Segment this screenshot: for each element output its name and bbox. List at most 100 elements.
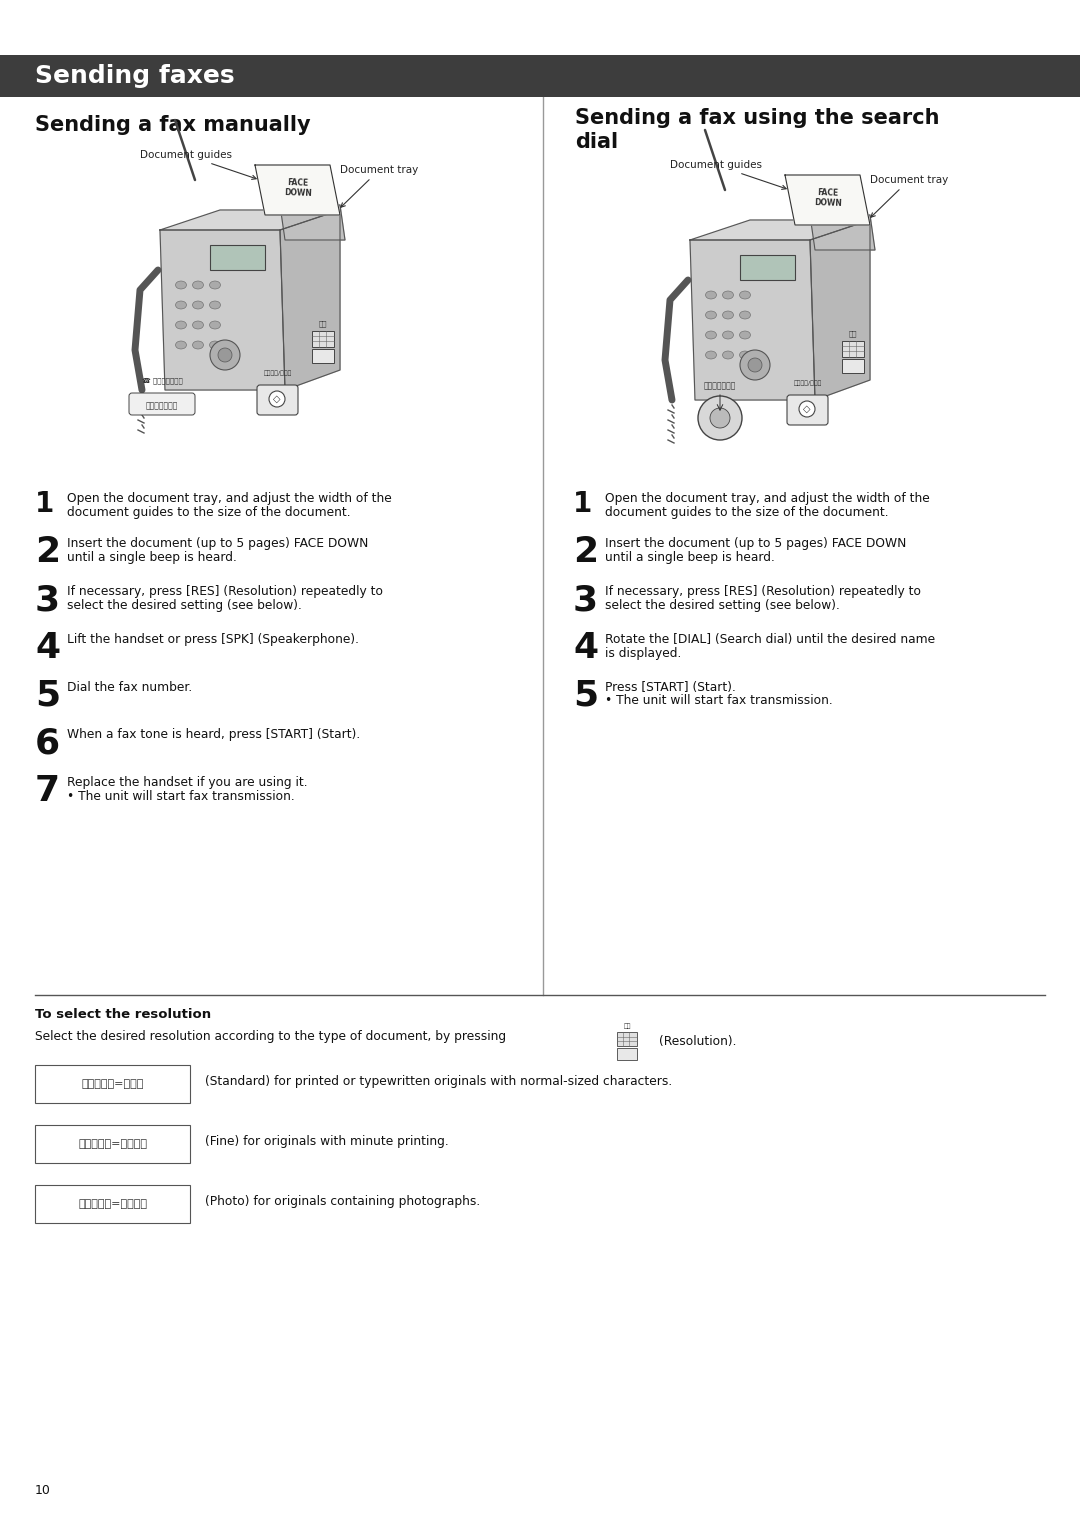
Ellipse shape xyxy=(740,290,751,299)
Text: (Resolution).: (Resolution). xyxy=(659,1036,737,1048)
Text: FACE
DOWN: FACE DOWN xyxy=(814,188,842,208)
Text: until a single beep is heard.: until a single beep is heard. xyxy=(67,552,237,564)
Text: 7: 7 xyxy=(35,775,60,808)
Ellipse shape xyxy=(210,321,220,329)
Ellipse shape xyxy=(740,332,751,339)
Text: (Photo) for originals containing photographs.: (Photo) for originals containing photogr… xyxy=(205,1195,481,1209)
Text: Sending a fax using the search: Sending a fax using the search xyxy=(575,108,940,128)
Text: Open the document tray, and adjust the width of the: Open the document tray, and adjust the w… xyxy=(67,492,392,504)
Polygon shape xyxy=(280,205,345,240)
Text: ☎ スピーカーホン: ☎ スピーカーホン xyxy=(141,377,183,384)
Bar xyxy=(312,348,334,364)
Bar xyxy=(842,359,864,373)
Bar xyxy=(740,255,795,280)
Text: Dial the fax number.: Dial the fax number. xyxy=(67,680,192,694)
Ellipse shape xyxy=(723,290,733,299)
Ellipse shape xyxy=(192,321,203,329)
Bar xyxy=(312,332,334,347)
Text: 2: 2 xyxy=(35,535,60,570)
Ellipse shape xyxy=(705,332,716,339)
Text: document guides to the size of the document.: document guides to the size of the docum… xyxy=(67,506,351,518)
Text: (Fine) for originals with minute printing.: (Fine) for originals with minute printin… xyxy=(205,1135,449,1148)
Circle shape xyxy=(748,358,762,371)
Text: 1: 1 xyxy=(35,490,54,518)
Text: スタート/コピー: スタート/コピー xyxy=(264,370,293,376)
Text: Press [START] (Start).: Press [START] (Start). xyxy=(605,680,735,694)
Text: 5: 5 xyxy=(35,678,60,712)
Text: 3: 3 xyxy=(573,584,598,617)
Polygon shape xyxy=(160,209,340,231)
Text: 10: 10 xyxy=(35,1484,51,1496)
Polygon shape xyxy=(785,176,870,225)
Text: カサッシツ=シャシン: カサッシツ=シャシン xyxy=(79,1199,148,1209)
Text: FACE
DOWN: FACE DOWN xyxy=(284,177,312,199)
Circle shape xyxy=(698,396,742,440)
Text: Replace the handset if you are using it.: Replace the handset if you are using it. xyxy=(67,776,308,790)
Circle shape xyxy=(269,391,285,406)
Ellipse shape xyxy=(175,321,187,329)
Text: スピーカーホン: スピーカーホン xyxy=(146,402,178,411)
Bar xyxy=(842,341,864,358)
Polygon shape xyxy=(280,209,340,390)
Circle shape xyxy=(799,400,815,417)
Text: Insert the document (up to 5 pages) FACE DOWN: Insert the document (up to 5 pages) FACE… xyxy=(67,538,368,550)
Bar xyxy=(210,244,265,270)
Text: dial: dial xyxy=(575,131,618,151)
Bar xyxy=(0,55,1080,96)
Text: 5: 5 xyxy=(573,678,598,712)
Text: 画質: 画質 xyxy=(849,330,858,338)
Ellipse shape xyxy=(740,351,751,359)
Text: 画質: 画質 xyxy=(319,321,327,327)
Ellipse shape xyxy=(723,332,733,339)
Text: (Standard) for printed or typewritten originals with normal-sized characters.: (Standard) for printed or typewritten or… xyxy=(205,1076,672,1088)
Text: 画質: 画質 xyxy=(623,1024,631,1028)
FancyBboxPatch shape xyxy=(129,393,195,416)
Text: Open the document tray, and adjust the width of the: Open the document tray, and adjust the w… xyxy=(605,492,930,504)
Text: カサッシツ=フツウ: カサッシツ=フツウ xyxy=(82,1079,145,1089)
Polygon shape xyxy=(690,220,870,240)
Text: If necessary, press [RES] (Resolution) repeatedly to: If necessary, press [RES] (Resolution) r… xyxy=(605,585,921,597)
Text: Select the desired resolution according to the type of document, by pressing: Select the desired resolution according … xyxy=(35,1030,507,1044)
Text: Insert the document (up to 5 pages) FACE DOWN: Insert the document (up to 5 pages) FACE… xyxy=(605,538,906,550)
Circle shape xyxy=(740,350,770,380)
Polygon shape xyxy=(810,220,870,400)
Text: ◇: ◇ xyxy=(273,394,281,403)
Text: ◇: ◇ xyxy=(804,403,811,414)
Ellipse shape xyxy=(175,301,187,309)
Text: 6: 6 xyxy=(35,726,60,761)
Text: Document tray: Document tray xyxy=(340,165,418,208)
Text: document guides to the size of the document.: document guides to the size of the docum… xyxy=(605,506,889,518)
Text: カサッシツ=チイサイ: カサッシツ=チイサイ xyxy=(79,1138,148,1149)
FancyBboxPatch shape xyxy=(257,385,298,416)
Text: until a single beep is heard.: until a single beep is heard. xyxy=(605,552,774,564)
Ellipse shape xyxy=(175,341,187,348)
Bar xyxy=(617,1031,637,1047)
Circle shape xyxy=(710,408,730,428)
Bar xyxy=(35,1065,190,1103)
Text: • The unit will start fax transmission.: • The unit will start fax transmission. xyxy=(67,790,295,802)
Text: 4: 4 xyxy=(35,631,60,665)
Ellipse shape xyxy=(192,281,203,289)
Text: Lift the handset or press [SPK] (Speakerphone).: Lift the handset or press [SPK] (Speaker… xyxy=(67,633,359,646)
Bar xyxy=(35,1186,190,1222)
Bar xyxy=(617,1048,637,1060)
FancyBboxPatch shape xyxy=(787,396,828,425)
Text: When a fax tone is heard, press [START] (Start).: When a fax tone is heard, press [START] … xyxy=(67,729,361,741)
Ellipse shape xyxy=(705,312,716,319)
Ellipse shape xyxy=(192,301,203,309)
Text: Document guides: Document guides xyxy=(670,160,786,189)
Circle shape xyxy=(210,341,240,370)
Text: • The unit will start fax transmission.: • The unit will start fax transmission. xyxy=(605,694,833,707)
Ellipse shape xyxy=(210,341,220,348)
Ellipse shape xyxy=(210,281,220,289)
Ellipse shape xyxy=(723,351,733,359)
Text: 4: 4 xyxy=(573,631,598,665)
Polygon shape xyxy=(690,240,815,400)
Polygon shape xyxy=(810,215,875,251)
Ellipse shape xyxy=(210,301,220,309)
Ellipse shape xyxy=(740,312,751,319)
Ellipse shape xyxy=(723,312,733,319)
Ellipse shape xyxy=(705,351,716,359)
Text: Document guides: Document guides xyxy=(140,150,256,179)
Ellipse shape xyxy=(175,281,187,289)
